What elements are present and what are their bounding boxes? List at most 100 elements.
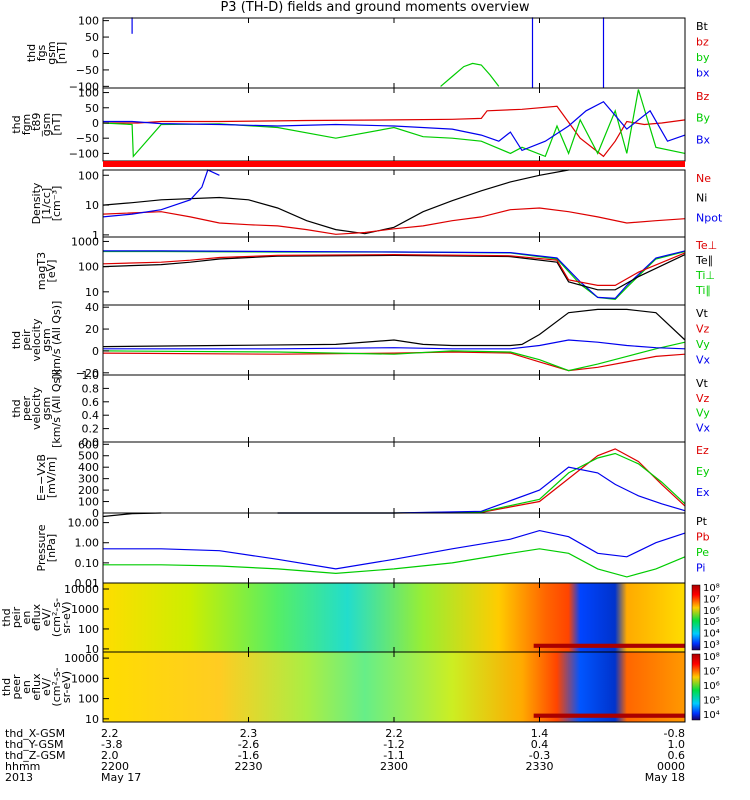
y-axis-label: eV/ (40, 608, 53, 626)
legend-entry: Pe (696, 546, 709, 559)
y-axis-label: [1/cc] (40, 188, 53, 219)
series-green-line (103, 250, 686, 301)
time-axis: thd_X-GSM 2.2 2.3 2.2 1.4 -0.8 thd_Y-GSM -3.8 -2… (5, 727, 685, 784)
panel-frame (102, 236, 686, 306)
colorbar-tick-label: 10⁸ (703, 583, 720, 594)
axis-row-value: -1.1 (383, 749, 404, 762)
axis-row-value: 2300 (380, 760, 408, 773)
y-tick-label: 100 (78, 261, 99, 274)
colorbar-tick-label: 10⁶ (703, 681, 720, 692)
axis-row-value: 2230 (235, 760, 263, 773)
axis-row-value: 1.0 (668, 738, 686, 751)
y-axis-label: Density (30, 182, 43, 224)
axis-row-value: 2200 (101, 760, 129, 773)
panel-frame (102, 374, 686, 443)
y-axis-label: thd (25, 44, 38, 62)
panel-peirvel: Vt Vz Vy Vx 40 20 0 −20 thdpeirvelocitygsm[km/s … (10, 301, 711, 380)
series-green-line (277, 452, 686, 514)
y-axis-label: peer (10, 674, 23, 700)
y-tick-label: 0.2 (82, 423, 100, 436)
legend-entry: Pt (696, 515, 708, 528)
series-blue-line (103, 250, 686, 300)
y-axis-label: peir (10, 606, 23, 628)
series-black-line (102, 512, 162, 518)
y-axis-label: thd (0, 608, 13, 626)
y-tick-label: 1000 (71, 603, 99, 616)
y-tick-label: 50 (85, 102, 99, 115)
y-tick-label: 100 (78, 496, 99, 509)
legend-entry: bz (696, 36, 709, 49)
legend-entry: Ne (696, 172, 711, 185)
panel-peerEflux: 10⁸ 10⁷ 10⁶ 10⁵ 10⁴ 10000 1000 100 10 thdpeerenef… (0, 651, 720, 726)
series-black-line (102, 308, 686, 348)
y-axis-label: peir (20, 329, 33, 351)
y-tick-label: 50 (85, 31, 99, 44)
axis-row-value: 0.4 (531, 738, 549, 751)
y-axis-label: [km/s (All Qs)] (50, 369, 63, 448)
y-axis-label: eflux (30, 603, 43, 631)
axis-row-value: May 17 (101, 771, 141, 784)
y-axis-label: thd (10, 399, 23, 417)
legend-entry: Ti⊥ (695, 269, 715, 282)
legend-entry: Ey (696, 465, 710, 478)
series-green-line (102, 341, 686, 372)
y-axis-label: sr-eV) (60, 601, 73, 633)
axis-row-value: -1.2 (383, 738, 404, 751)
colorbar-tick-label: 10⁴ (703, 629, 720, 640)
colorbar (691, 653, 701, 721)
series-blue-line (277, 466, 686, 514)
y-tick-label: 0.01 (75, 577, 100, 590)
y-tick-label: 10 (85, 713, 99, 726)
y-tick-label: 10.00 (68, 517, 100, 530)
y-tick-label: 100 (78, 693, 99, 706)
panel-frame (102, 17, 686, 89)
axis-row-value: 2.2 (101, 727, 119, 740)
legend-entry: Vz (696, 392, 710, 405)
y-tick-label: 0 (92, 47, 99, 60)
axis-row-value: 1.4 (531, 727, 549, 740)
axis-row-value: 0.6 (668, 749, 686, 762)
y-axis-label: magT3 (35, 252, 48, 290)
axis-row-label: thd_Y-GSM (5, 738, 64, 751)
y-tick-label: −20 (76, 367, 99, 380)
y-tick-label: 0 (92, 507, 99, 520)
series-red-line (277, 448, 686, 514)
y-tick-label: 100 (78, 87, 99, 100)
heatmap-image (103, 652, 685, 722)
y-tick-label: 0.4 (82, 409, 100, 422)
colorbar-tick-label: 10⁵ (703, 696, 720, 707)
y-axis-label: peer (20, 396, 33, 422)
y-axis-label: gsm (40, 113, 53, 136)
y-axis-label: (cm²-s- (50, 598, 63, 637)
series-blue-line (103, 100, 686, 152)
legend-entry: Vx (696, 354, 711, 367)
y-tick-label: 1000 (71, 672, 99, 685)
y-axis-label: sr-eV) (60, 671, 73, 703)
legend-entry: Bt (696, 20, 709, 33)
axis-row-value: 2.3 (240, 727, 258, 740)
legend-entry: By (696, 112, 711, 125)
panel-frame (102, 512, 686, 584)
legend-entry: Vt (696, 307, 709, 320)
axis-row-value: 0000 (657, 760, 685, 773)
y-tick-label: 100 (78, 169, 99, 182)
y-axis-label: [km/s (All Qs)] (50, 301, 63, 380)
legend-entry: Bz (696, 90, 710, 103)
series-blue-line (103, 529, 686, 570)
y-tick-label: 1 (92, 229, 99, 242)
y-tick-label: 0.0 (82, 436, 100, 449)
y-axis-label: thd (0, 678, 13, 696)
y-axis-label: gsm (40, 328, 53, 351)
chart-title: P3 (TH-D) fields and ground moments over… (220, 0, 530, 15)
y-tick-label: 20 (85, 323, 99, 336)
y-tick-label: −100 (69, 147, 99, 160)
y-tick-label: 0 (92, 345, 99, 358)
y-axis-label: thd (10, 115, 23, 133)
series-green-line (440, 62, 500, 87)
colorbar-tick-label: 10⁶ (703, 606, 720, 617)
